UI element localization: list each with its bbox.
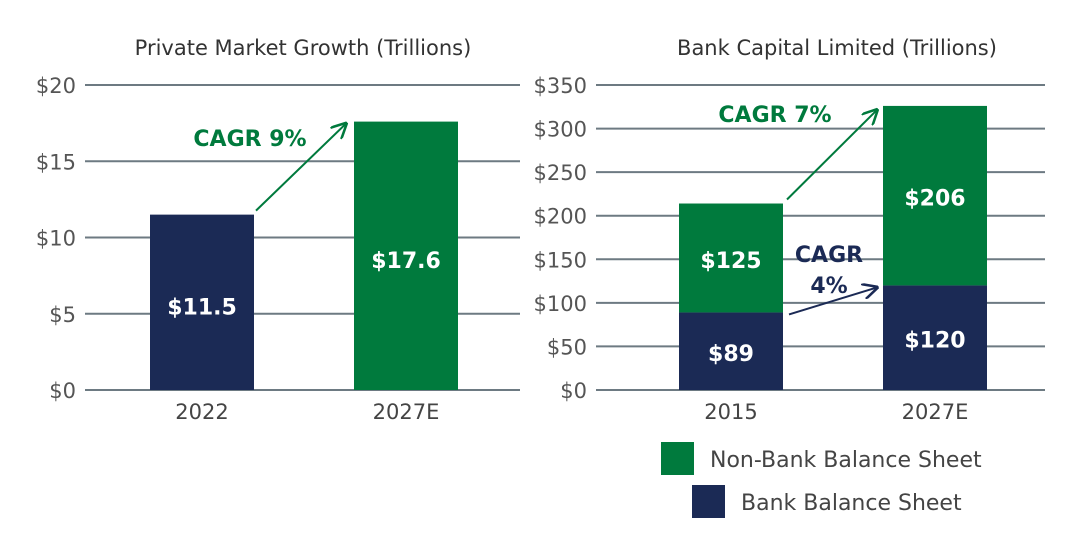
bank-capital-y-tick-label: $200 [534, 205, 587, 229]
legend: Non-Bank Balance Sheet Bank Balance Shee… [661, 442, 982, 518]
private-market-chart: Private Market Growth (Trillions) $0 $5 $1… [36, 36, 520, 424]
bank-capital-bar-bank-2015 [679, 312, 783, 390]
legend-label-non-bank: Non-Bank Balance Sheet [710, 448, 982, 473]
bank-capital-bar-value-label: $125 [700, 249, 761, 274]
private-market-x-tick-label: 2027E [373, 400, 440, 424]
bank-capital-y-tick-label: $250 [534, 161, 587, 185]
bank-capital-y-tick-label: $350 [534, 74, 587, 98]
bank-capital-y-tick-label: $0 [560, 379, 587, 403]
private-market-bar-value-label: $11.5 [167, 295, 237, 320]
bank-capital-bar-value-label: $89 [708, 342, 754, 367]
bank-capital-bar-non-bank-2015 [679, 203, 783, 313]
legend-swatch-non-bank [661, 442, 694, 475]
private-market-bars: $11.5 $17.6 [150, 121, 458, 390]
cagr-7-label: CAGR 7% [718, 103, 831, 128]
private-market-y-tick-label: $15 [36, 150, 76, 174]
cagr-4-label-line1: CAGR [795, 243, 863, 268]
private-market-title: Private Market Growth (Trillions) [135, 36, 472, 60]
cagr-4-arrow [788, 287, 877, 316]
bank-capital-y-tick-label: $150 [534, 248, 587, 272]
private-market-bar-value-label: $17.6 [371, 249, 441, 274]
private-market-y-tick-label: $0 [49, 379, 76, 403]
cagr-9-arrow [255, 124, 346, 212]
bank-capital-chart: Bank Capital Limited (Trillions) $0 $50 $1… [534, 36, 1045, 424]
bank-capital-bar-bank-2027e [883, 285, 987, 390]
private-market-y-tick-label: $10 [36, 227, 76, 251]
bank-capital-y-tick-label: $100 [534, 292, 587, 316]
bank-capital-bars: $89 $125 $120 $206 [679, 105, 987, 390]
bank-capital-x-axis: 2015 2027E [704, 400, 968, 424]
cagr-9-label: CAGR 9% [193, 127, 306, 152]
private-market-x-axis: 2022 2027E [175, 400, 439, 424]
bank-capital-bar-non-bank-2027e [883, 105, 987, 286]
cagr-4-label-line2: 4% [810, 274, 847, 299]
private-market-bar-2022 [150, 214, 254, 390]
bank-capital-bar-value-label: $206 [904, 187, 965, 212]
bank-capital-y-tick-label: $50 [547, 335, 587, 359]
private-market-x-tick-label: 2022 [175, 400, 228, 424]
private-market-y-axis: $0 $5 $10 $15 $20 [36, 74, 76, 403]
cagr-7-arrow [786, 110, 877, 201]
bank-capital-y-tick-label: $300 [534, 118, 587, 142]
legend-label-bank: Bank Balance Sheet [741, 491, 962, 516]
bank-capital-y-axis: $0 $50 $100 $150 $200 $250 $300 $350 [534, 74, 587, 403]
private-market-y-tick-label: $5 [49, 303, 76, 327]
private-market-bar-2027e [354, 121, 458, 390]
bank-capital-x-tick-label: 2027E [902, 400, 969, 424]
legend-swatch-bank [692, 485, 725, 518]
bank-capital-x-tick-label: 2015 [704, 400, 757, 424]
private-market-y-tick-label: $20 [36, 74, 76, 98]
bank-capital-title: Bank Capital Limited (Trillions) [677, 36, 997, 60]
bank-capital-bar-value-label: $120 [904, 329, 965, 354]
